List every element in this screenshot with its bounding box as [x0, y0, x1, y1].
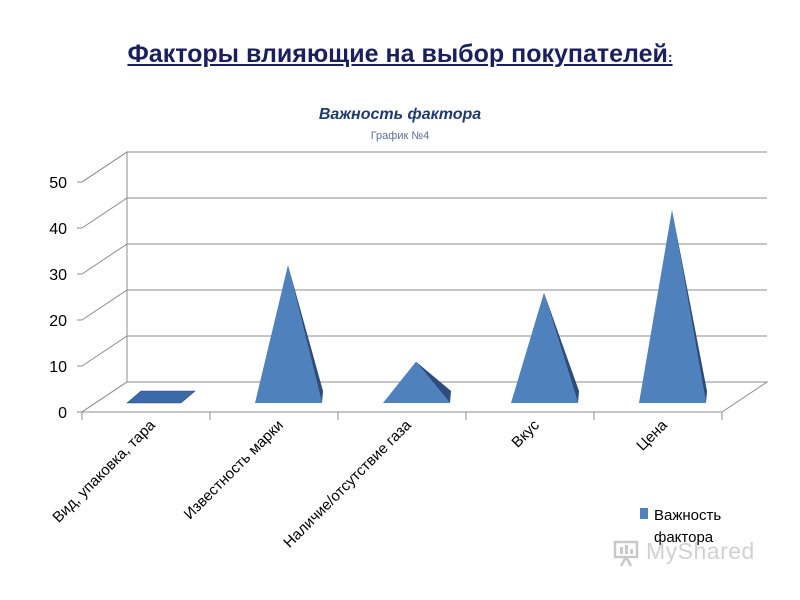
x-tick-label: Вид, упаковка, тара [49, 416, 159, 526]
pyramid-bar [383, 361, 451, 403]
y-tick-label: 30 [49, 267, 67, 284]
presentation-board-icon [613, 540, 639, 567]
pyramid-bar [126, 390, 196, 404]
legend-label: Важность фактора [654, 507, 721, 546]
pyramid-bar [255, 265, 323, 403]
y-tick-label: 0 [58, 405, 67, 422]
legend: Важность фактора [640, 507, 721, 546]
legend-swatch [640, 508, 648, 519]
chart-walls [81, 151, 128, 413]
pyramid-face-side [416, 361, 451, 403]
pyramid-face-front [383, 361, 450, 403]
pyramid-bar [511, 292, 579, 403]
pyramid-face-side [544, 292, 579, 403]
pyramid-face-side [288, 265, 323, 403]
gridline [81, 197, 767, 229]
chart-subtitle: График №4 [371, 130, 430, 142]
slide-title-text: Факторы влияющие на выбор покупателей [127, 40, 668, 68]
y-tick-label: 50 [49, 175, 67, 192]
x-axis: Вид, упаковка, тара Известность маркиНали… [49, 416, 671, 551]
pyramid-face-flat [126, 390, 196, 404]
pyramid-face-front [639, 209, 706, 403]
x-tick-label: Наличие/отсутствие газа [280, 416, 415, 551]
x-tick-label: Цена [633, 416, 671, 454]
gridline [81, 151, 767, 183]
chart-title: Важность фактора [319, 106, 481, 123]
slide-title-suffix: : [667, 49, 673, 65]
y-axis: 0 10 20 30 40 50 [49, 175, 82, 422]
y-tick-label: 10 [49, 359, 67, 376]
pyramid-face-front [511, 292, 578, 403]
side-wall [81, 151, 128, 413]
y-tick-label: 20 [49, 313, 67, 330]
x-tick-label: Известность марки [181, 417, 287, 523]
gridline [81, 289, 767, 321]
pyramid-face-side [672, 209, 707, 403]
watermark: MyShared [612, 536, 772, 570]
pyramid-series [126, 209, 707, 404]
pyramid-bar [639, 209, 707, 403]
watermark-text: MyShared [646, 538, 755, 564]
gridline [81, 243, 767, 275]
y-tick-label: 40 [49, 221, 67, 238]
pyramid-face-front [255, 265, 322, 403]
slide-title: Факторы влияющие на выбор покупателей: [0, 40, 800, 69]
x-tick-label: Вкус [508, 416, 543, 451]
